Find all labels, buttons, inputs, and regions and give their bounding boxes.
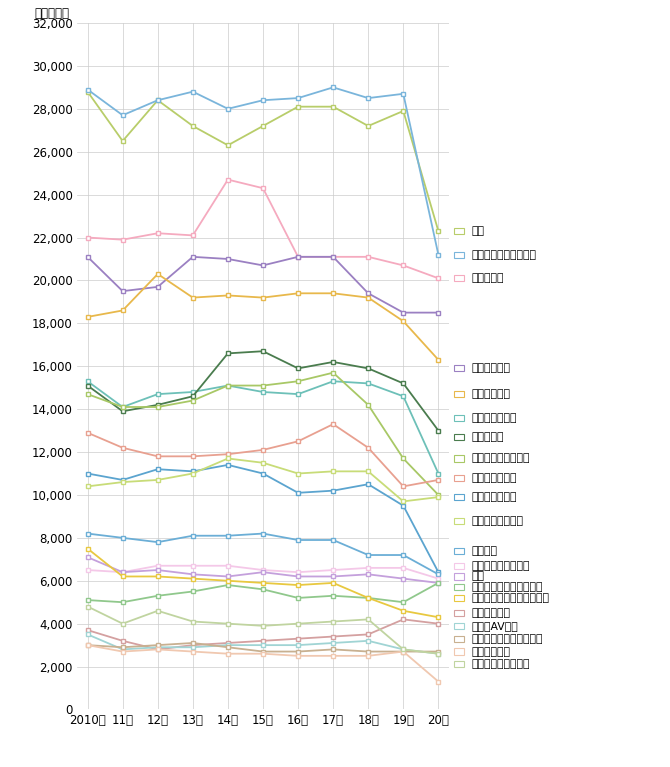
Text: 化粧品・トイレタリー: 化粧品・トイレタリー [471, 250, 536, 260]
Text: 薬品・医療用品: 薬品・医療用品 [471, 413, 517, 423]
Text: 外食・各種サービス: 外食・各種サービス [471, 453, 529, 463]
Text: 教育・医療サービス・宗: 教育・医療サービス・宗 [471, 582, 543, 592]
Text: 精密機器・事務用品: 精密機器・事務用品 [471, 660, 529, 670]
Text: 家電・AV機器: 家電・AV機器 [471, 621, 518, 630]
Text: 情報・通信: 情報・通信 [471, 273, 504, 283]
Text: 飲料・嗜好品: 飲料・嗜好品 [471, 364, 510, 374]
Text: 金融・保険: 金融・保険 [471, 432, 504, 442]
Text: 食品: 食品 [471, 226, 484, 236]
Text: エネルギー・素材・機械: エネルギー・素材・機械 [471, 634, 543, 644]
Text: 自動車・関連品: 自動車・関連品 [471, 472, 517, 482]
Text: 不動産・住宅設備: 不動産・住宅設備 [471, 515, 523, 525]
Text: 交通・レジャー: 交通・レジャー [471, 492, 517, 502]
Text: 案内・その他: 案内・その他 [471, 647, 510, 657]
Text: （千万円）: （千万円） [34, 7, 69, 20]
Text: 出版: 出版 [471, 571, 484, 581]
Text: ファッション・アクセサリ: ファッション・アクセサリ [471, 593, 549, 603]
Text: 官公庁・団体: 官公庁・団体 [471, 608, 510, 618]
Text: 流通・小売業: 流通・小売業 [471, 389, 510, 399]
Text: 趣味・スポーツ用品: 趣味・スポーツ用品 [471, 561, 529, 571]
Text: 家庭用品: 家庭用品 [471, 546, 497, 556]
